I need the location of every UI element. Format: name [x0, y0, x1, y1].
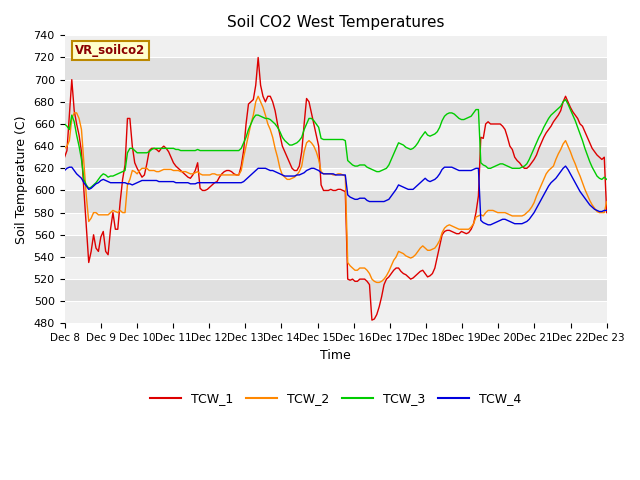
Legend: TCW_1, TCW_2, TCW_3, TCW_4: TCW_1, TCW_2, TCW_3, TCW_4 [145, 387, 526, 410]
Bar [65, 102, 607, 124]
Bar [65, 146, 607, 168]
Bar [65, 257, 607, 279]
Bar [65, 213, 607, 235]
Bar [65, 36, 607, 58]
Text: VR_soilco2: VR_soilco2 [76, 44, 146, 57]
Bar [65, 301, 607, 324]
Bar [65, 168, 607, 191]
Bar [65, 80, 607, 102]
Bar [65, 235, 607, 257]
X-axis label: Time: Time [320, 348, 351, 362]
Y-axis label: Soil Temperature (C): Soil Temperature (C) [15, 115, 28, 244]
Title: Soil CO2 West Temperatures: Soil CO2 West Temperatures [227, 15, 444, 30]
Bar [65, 191, 607, 213]
Bar [65, 58, 607, 80]
Bar [65, 124, 607, 146]
Bar [65, 279, 607, 301]
